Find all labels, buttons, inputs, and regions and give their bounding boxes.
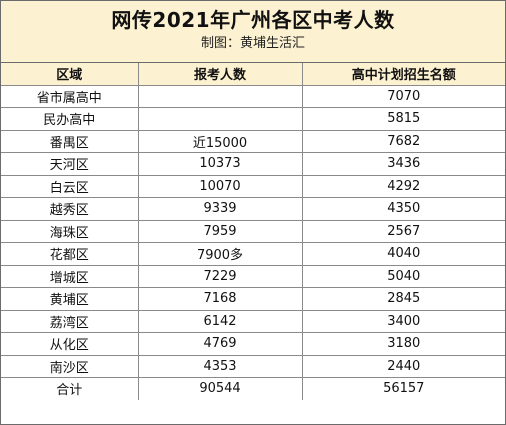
cell-quota: 3180 bbox=[301, 332, 505, 356]
cell-applicants: 7900多 bbox=[137, 242, 303, 266]
cell-quota: 5815 bbox=[301, 107, 505, 131]
cell-quota: 7070 bbox=[301, 84, 505, 108]
cell-quota: 5040 bbox=[301, 264, 505, 288]
table-row: 越秀区 9339 4350 bbox=[1, 197, 505, 221]
cell-quota: 4350 bbox=[301, 197, 505, 221]
page-title: 网传2021年广州各区中考人数 bbox=[111, 8, 395, 32]
table-row: 黄埔区 7168 2845 bbox=[1, 287, 505, 311]
cell-quota: 4040 bbox=[301, 242, 505, 266]
header-quota: 高中计划招生名额 bbox=[301, 63, 505, 86]
cell-applicants bbox=[137, 84, 303, 108]
cell-quota: 7682 bbox=[301, 129, 505, 153]
cell-district: 民办高中 bbox=[1, 107, 139, 131]
cell-district: 荔湾区 bbox=[1, 309, 139, 333]
cell-district: 南沙区 bbox=[1, 354, 139, 378]
cell-district: 白云区 bbox=[1, 174, 139, 198]
cell-applicants: 9339 bbox=[137, 197, 303, 221]
cell-applicants: 10373 bbox=[137, 152, 303, 176]
cell-district: 番禺区 bbox=[1, 129, 139, 153]
cell-quota: 2440 bbox=[301, 354, 505, 378]
cell-quota: 3436 bbox=[301, 152, 505, 176]
cell-applicants: 4353 bbox=[137, 354, 303, 378]
cell-applicants: 6142 bbox=[137, 309, 303, 333]
table-row: 增城区 7229 5040 bbox=[1, 264, 505, 288]
cell-applicants: 90544 bbox=[137, 377, 303, 400]
cell-quota: 2845 bbox=[301, 287, 505, 311]
exam-table: 区域 报考人数 高中计划招生名额 省市属高中 7070 民办高中 5815 番禺区 近15… bbox=[1, 63, 505, 400]
table-row: 番禺区 近15000 7682 bbox=[1, 129, 505, 153]
cell-applicants: 10070 bbox=[137, 174, 303, 198]
cell-district: 增城区 bbox=[1, 264, 139, 288]
table-header-row: 区域 报考人数 高中计划招生名额 bbox=[1, 63, 505, 86]
table-row: 天河区 10373 3436 bbox=[1, 152, 505, 176]
cell-applicants: 7168 bbox=[137, 287, 303, 311]
table-row: 海珠区 7959 2567 bbox=[1, 219, 505, 243]
table-row: 从化区 4769 3180 bbox=[1, 332, 505, 356]
table-row: 白云区 10070 4292 bbox=[1, 174, 505, 198]
cell-district: 合计 bbox=[1, 377, 139, 400]
cell-district: 海珠区 bbox=[1, 219, 139, 243]
cell-district: 花都区 bbox=[1, 242, 139, 266]
page-subtitle: 制图：黄埔生活汇 bbox=[200, 36, 305, 51]
cell-quota: 4292 bbox=[301, 174, 505, 198]
table-row: 民办高中 5815 bbox=[1, 107, 505, 131]
table-row: 荔湾区 6142 3400 bbox=[1, 309, 505, 333]
header-district: 区域 bbox=[1, 63, 139, 86]
cell-quota: 2567 bbox=[301, 219, 505, 243]
cell-district: 省市属高中 bbox=[1, 84, 139, 108]
cell-district: 天河区 bbox=[1, 152, 139, 176]
table-row: 南沙区 4353 2440 bbox=[1, 354, 505, 378]
cell-district: 黄埔区 bbox=[1, 287, 139, 311]
cell-quota: 3400 bbox=[301, 309, 505, 333]
table-body: 省市属高中 7070 民办高中 5815 番禺区 近15000 7682 天河区 10373 34… bbox=[1, 84, 505, 400]
cell-applicants bbox=[137, 107, 303, 131]
header-applicants: 报考人数 bbox=[137, 63, 303, 86]
cell-applicants: 7229 bbox=[137, 264, 303, 288]
cell-district: 从化区 bbox=[1, 332, 139, 356]
table-row: 花都区 7900多 4040 bbox=[1, 242, 505, 266]
cell-applicants: 近15000 bbox=[137, 129, 303, 153]
title-block: 网传2021年广州各区中考人数 制图：黄埔生活汇 bbox=[1, 1, 505, 63]
cell-applicants: 4769 bbox=[137, 332, 303, 356]
cell-applicants: 7959 bbox=[137, 219, 303, 243]
cell-district: 越秀区 bbox=[1, 197, 139, 221]
table-row: 省市属高中 7070 bbox=[1, 84, 505, 108]
cell-quota: 56157 bbox=[301, 377, 505, 400]
table-row: 合计 90544 56157 bbox=[1, 377, 505, 400]
